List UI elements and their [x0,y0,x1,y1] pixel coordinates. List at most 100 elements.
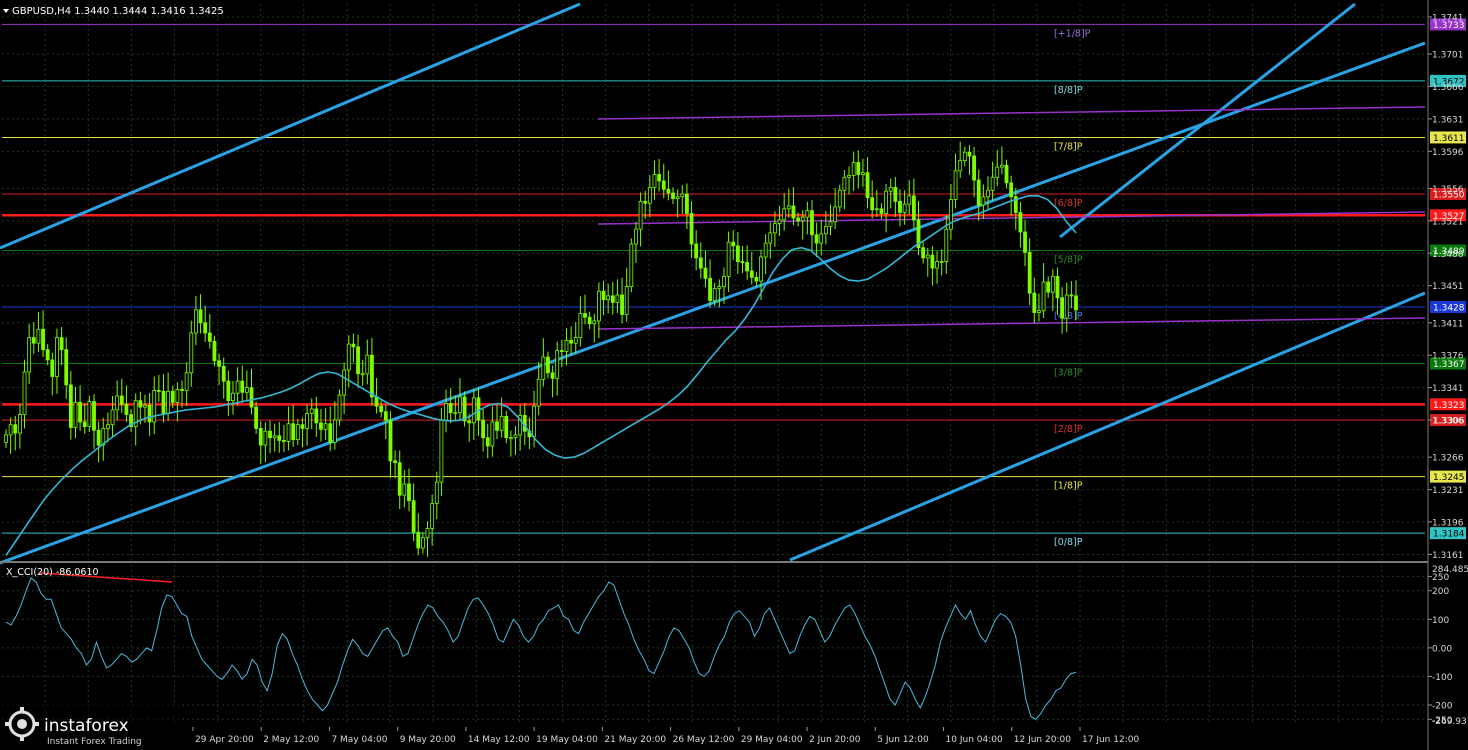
price-candles [4,141,1078,557]
candle-body [661,180,666,190]
candle-body [935,261,939,269]
candle-body [629,243,634,288]
price-tick-label: 1.3196 [1432,519,1464,529]
panel-collapse-icon[interactable] [3,9,9,13]
cci-tick-label: -250 [1432,716,1453,726]
candle-body [962,151,967,162]
moving-average [5,195,1077,556]
watermark-tagline: Instant Forex Trading [47,737,142,747]
candle-body [156,390,161,392]
candle-body [925,254,930,259]
price-level-tag [1430,357,1466,370]
candle-body [893,187,898,202]
cci-tick-label: -100 [1432,673,1453,683]
candle-body [420,537,425,549]
time-tick-label: 19 May 04:00 [536,735,598,745]
price-tick-label: 1.3341 [1432,384,1464,394]
time-tick-label: 29 Apr 20:00 [195,735,254,745]
candle-body [995,166,1000,178]
candle-body [170,390,175,403]
candle-body [763,242,768,258]
candle-body [786,205,791,210]
murrey-level-label: [5/8]P [1054,254,1083,265]
time-tick-label: 26 May 12:00 [673,735,735,745]
candle-body [124,403,129,415]
candle-body [819,233,824,244]
pitch-line [597,211,1426,225]
price-tick-label: 1.3701 [1432,51,1464,61]
candle-body [666,188,671,194]
candle-body [773,223,777,234]
candle-body [82,421,87,427]
candle-body [189,332,194,374]
candle-body [958,160,963,172]
candle-body [990,176,995,191]
candle-body [106,424,110,429]
price-level-tag [1430,209,1466,222]
time-tick-label: 21 May 20:00 [604,735,666,745]
price-tick-label: 1.3556 [1432,185,1464,195]
candle-body [300,424,305,429]
price-level-tag [1430,18,1466,31]
candle-body [444,402,448,421]
price-level-tag [1430,244,1466,257]
price-panel[interactable]: [+1/8]P 1.3733 [8/8]P 1.3672 [7/8]P 1.3611 [6/… [0,2,1466,565]
candle-body [129,414,133,427]
murrey-level-label: [0/8]P [1054,537,1083,548]
candle-body [434,481,439,504]
candle-body [180,389,184,391]
candle-body [768,232,773,244]
candle-body [240,380,245,393]
moving-average-line [5,195,1077,556]
candle-body [828,221,833,227]
candle-body [92,401,96,431]
candle-body [254,406,259,429]
candle-body [27,337,32,373]
candle-body [907,195,912,205]
price-tick-label: 1.3376 [1432,352,1464,362]
candle-body [59,337,64,351]
candle-body [430,503,435,529]
candle-body [981,196,986,206]
price-level-tag [1430,470,1466,483]
candle-body [874,208,879,211]
candle-body [1046,281,1051,293]
candle-body [379,405,384,413]
candle-body [791,205,796,219]
candle-body [1041,281,1046,312]
candle-body [731,241,736,247]
candle-body [708,277,712,301]
murrey-levels: [+1/8]P 1.3733 [8/8]P 1.3672 [7/8]P 1.3611 [6/… [2,18,1466,548]
cci-line [5,572,1077,720]
cci-grid [2,565,1425,725]
panel-separator[interactable] [0,561,1428,563]
candle-body [930,254,935,269]
cci-tick-label: 200 [1432,587,1449,597]
candle-body [814,234,819,244]
candle-body [439,419,444,483]
price-level-tag [1430,187,1466,200]
candle-body [610,295,615,303]
candle-body [73,402,78,428]
candle-body [458,396,462,414]
candle-body [356,346,360,375]
price-tick-label: 1.3161 [1432,551,1464,561]
candle-body [615,294,620,303]
channel-line [0,2,581,250]
candle-body [1064,294,1069,319]
candle-body [462,396,467,422]
candle-body [68,384,73,428]
price-tick-label: 1.3596 [1432,148,1464,158]
candle-body [986,189,990,198]
candle-body [518,415,523,436]
candle-body [754,276,759,282]
candle-body [916,219,921,249]
candle-body [416,531,421,549]
candle-body [967,151,972,157]
cci-panel[interactable]: 284.4853250 200 100 0.00 -100 -200 -250-269.93… [2,565,1468,727]
candle-body [800,216,805,222]
candle-body [319,422,323,430]
time-tick-label: 2 Jun 20:00 [809,735,861,745]
candle-body [620,294,624,315]
